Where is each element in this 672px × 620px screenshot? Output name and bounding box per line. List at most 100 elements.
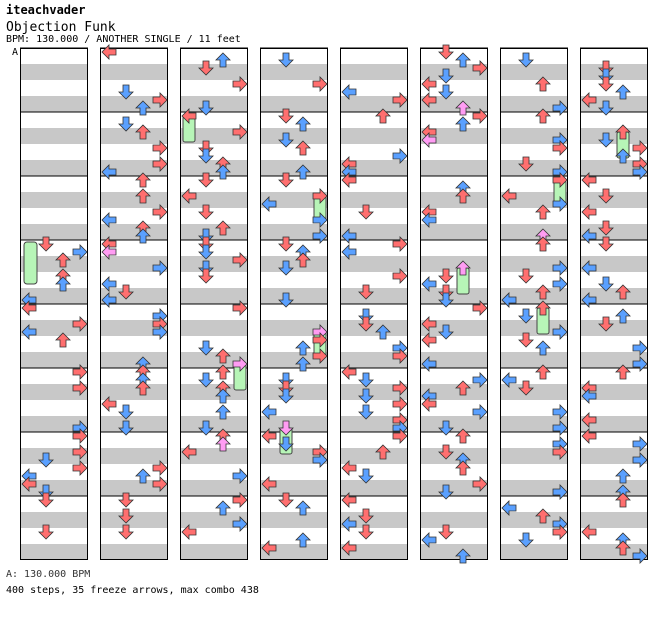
measure-stripe [20,352,88,368]
step-arrow-down [438,84,454,100]
step-arrow-down [518,332,534,348]
step-arrow-right [312,76,328,92]
step-arrow-left [421,92,437,108]
step-arrow-up [375,324,391,340]
measure-stripe [340,448,408,464]
step-arrow-right [152,324,168,340]
step-arrow-down [358,316,374,332]
measure-stripe [420,480,488,496]
step-arrow-down [358,508,374,524]
step-arrow-down [518,380,534,396]
measure-stripe [260,96,328,112]
step-arrow-left [261,540,277,556]
measure-stripe [340,512,408,528]
step-arrow-left [501,292,517,308]
step-arrow-down [598,60,614,76]
measure-stripe [500,448,568,464]
step-arrow-right [392,148,408,164]
step-arrow-right [552,100,568,116]
step-arrow-right [472,372,488,388]
column-frame [20,48,88,560]
measure-stripe [20,512,88,528]
measure-stripe [500,352,568,368]
measure-stripe [420,512,488,528]
step-arrow-down [38,236,54,252]
column-frame [260,48,328,560]
step-arrow-up [615,84,631,100]
step-arrow-right [232,252,248,268]
step-arrow-left [341,540,357,556]
step-arrow-left [421,316,437,332]
step-arrow-right [72,364,88,380]
measure-stripe [420,384,488,400]
measure-stripe [340,480,408,496]
step-arrow-left [261,428,277,444]
step-arrow-up [535,108,551,124]
step-arrow-up [215,348,231,364]
measure-stripe [340,544,408,560]
measure-stripe [180,544,248,560]
step-arrow-left [581,92,597,108]
measure-stripe [580,160,648,176]
step-arrow-up [295,340,311,356]
step-arrow-left [101,212,117,228]
measure-stripe [20,480,88,496]
measure-stripe [420,448,488,464]
step-arrow-left [341,364,357,380]
step-arrow-right [632,340,648,356]
step-arrow-up [135,380,151,396]
measure-stripe [420,192,488,208]
measure-stripe [20,320,88,336]
measure-stripe [340,384,408,400]
step-arrow-right [152,140,168,156]
step-arrow-right [632,356,648,372]
measure-stripe [260,544,328,560]
measure-stripe [100,352,168,368]
step-arrow-down [518,308,534,324]
author-name: iteachvader [6,3,86,17]
measure-stripe [100,96,168,112]
step-arrow-up [135,172,151,188]
step-arrow-right [392,268,408,284]
step-arrow-right [632,548,648,564]
measure-stripe [500,256,568,272]
step-arrow-up [535,76,551,92]
step-arrow-down [198,140,214,156]
measure-stripe [500,192,568,208]
step-arrow-left [181,188,197,204]
step-arrow-up [615,492,631,508]
measure-stripe [580,320,648,336]
step-arrow-down [278,420,294,436]
step-arrow-up [455,428,471,444]
measure-stripe [100,512,168,528]
step-arrow-left [21,476,37,492]
step-arrow-up [135,100,151,116]
step-arrow-down [278,172,294,188]
measure-stripe [180,192,248,208]
step-arrow-down [198,204,214,220]
step-arrow-up [535,204,551,220]
step-arrow-right [232,300,248,316]
step-arrow-down [278,388,294,404]
step-arrow-right [552,420,568,436]
measure-stripe [580,192,648,208]
step-arrow-right [312,332,328,348]
step-arrow-left [581,388,597,404]
measure-stripe [260,256,328,272]
measure-stripe [100,192,168,208]
step-arrow-right [392,428,408,444]
column-frame [180,48,248,560]
step-arrow-left [421,76,437,92]
step-arrow-down [518,52,534,68]
measure-stripe [20,288,88,304]
step-arrow-down [518,268,534,284]
step-arrow-right [392,92,408,108]
step-arrow-up [135,188,151,204]
step-arrow-left [21,300,37,316]
step-arrow-right [392,348,408,364]
measure-stripe [340,352,408,368]
step-arrow-up [455,460,471,476]
step-arrow-left [261,196,277,212]
measure-stripe [100,224,168,240]
step-arrow-left [341,460,357,476]
